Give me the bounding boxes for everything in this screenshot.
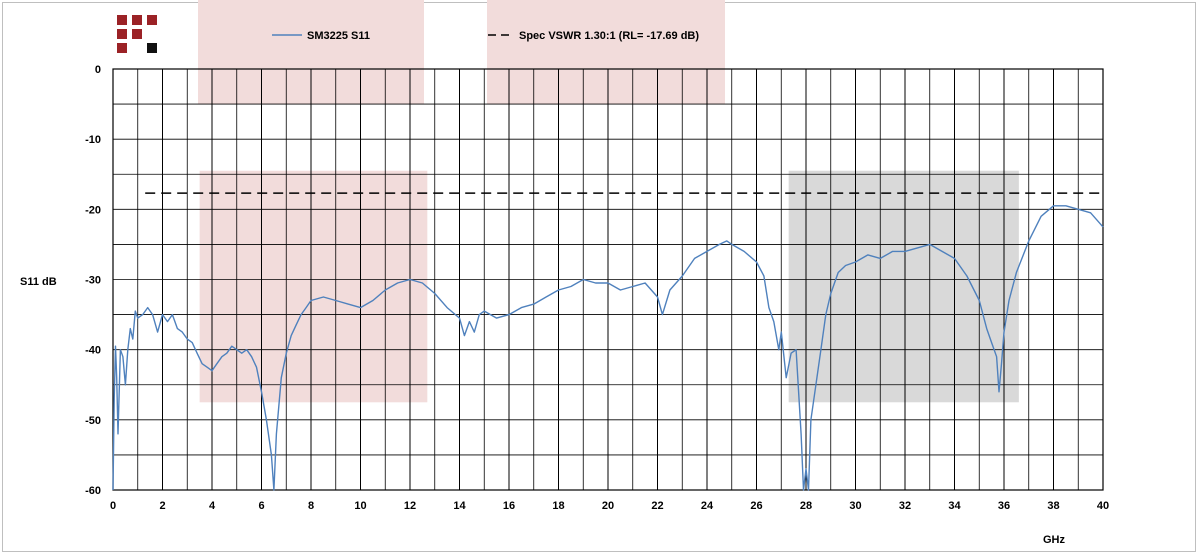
x-tick-label: 30 (849, 500, 861, 512)
legend-label: SM3225 S11 (307, 30, 370, 42)
x-tick-label: 32 (899, 500, 911, 512)
logo-square (132, 29, 142, 39)
logo-square (117, 43, 127, 53)
x-tick-label: 24 (701, 500, 714, 512)
shaded-region (788, 170, 1019, 403)
y-tick-label: -20 (85, 204, 101, 216)
shaded-region (199, 170, 428, 403)
plot-border (112, 68, 1104, 491)
x-tick-label: 16 (503, 500, 515, 512)
legend-patch (487, 0, 725, 104)
x-tick-label: 18 (552, 500, 564, 512)
x-tick-label: 26 (750, 500, 762, 512)
y-tick-label: -10 (85, 134, 101, 146)
logo-square (117, 29, 127, 39)
logo-square (147, 15, 157, 25)
x-tick-label: 34 (948, 500, 961, 512)
x-tick-label: 6 (258, 500, 264, 512)
x-tick-label: 12 (404, 500, 416, 512)
series-layer (112, 192, 1104, 491)
legend-label: Spec VSWR 1.30:1 (RL= -17.69 dB) (519, 30, 699, 42)
legend: SM3225 S11 Spec VSWR 1.30:1 (RL= -17.69 d… (272, 30, 699, 42)
x-tick-label: 10 (354, 500, 366, 512)
y-tick-label: -40 (85, 345, 101, 357)
brand-logo (117, 15, 157, 53)
x-tick-label: 22 (651, 500, 663, 512)
x-axis-title: GHz (1043, 534, 1066, 546)
y-tick-label: -30 (85, 275, 101, 287)
x-tick-label: 2 (159, 500, 165, 512)
logo-square (132, 15, 142, 25)
y-axis-title: S11 dB (20, 276, 57, 288)
logo-square (117, 15, 127, 25)
x-tick-label: 38 (1047, 500, 1059, 512)
shaded-regions (199, 170, 1019, 403)
series-line (112, 205, 1104, 491)
y-tick-label: -50 (85, 415, 101, 427)
x-tick-label: 0 (110, 500, 116, 512)
legend-patches (198, 0, 725, 104)
logo-square (147, 43, 157, 53)
y-tick-label: -60 (85, 485, 101, 497)
x-tick-label: 14 (453, 500, 466, 512)
x-tick-label: 36 (998, 500, 1010, 512)
x-tick-label: 20 (602, 500, 614, 512)
x-tick-label: 28 (800, 500, 812, 512)
grid (112, 68, 1104, 491)
x-tick-label: 8 (308, 500, 314, 512)
tick-labels: 0 2 4 6 8 10 12 14 16 18 20 22 24 26 28 30 32 34 36 38 400-1… (85, 64, 1109, 512)
x-tick-label: 40 (1097, 500, 1109, 512)
y-tick-label: 0 (95, 64, 101, 76)
x-tick-label: 4 (209, 500, 216, 512)
